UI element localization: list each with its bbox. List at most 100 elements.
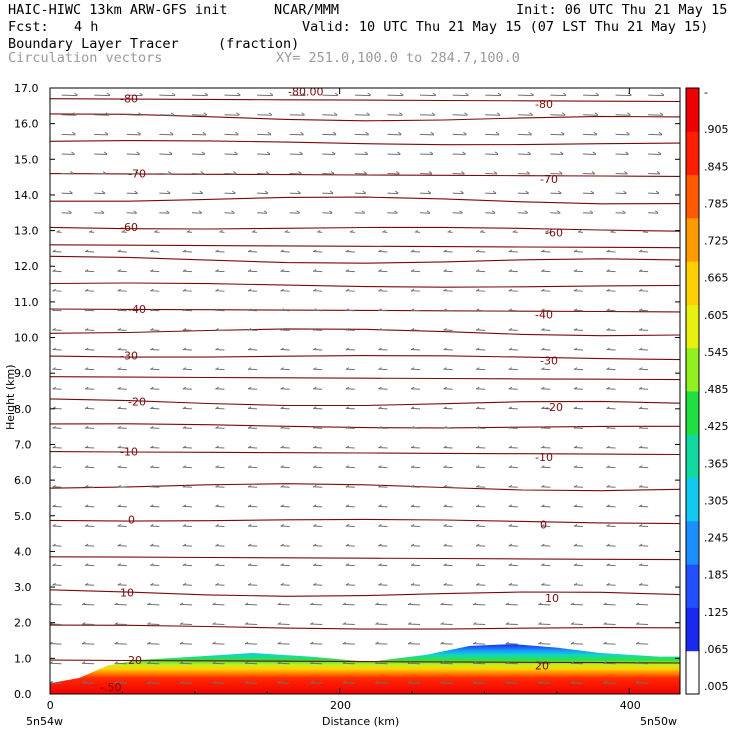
vector-head [657, 151, 662, 155]
vector-head [104, 131, 109, 135]
vector-head [638, 484, 643, 488]
vector-arrow [117, 563, 127, 567]
vector-head [179, 622, 184, 625]
vector-head [179, 680, 184, 684]
vector-shaft [420, 114, 435, 116]
vector-arrow [257, 131, 272, 136]
vector-shaft [550, 192, 562, 195]
vector-arrow [378, 288, 388, 292]
vector-head [635, 661, 640, 665]
vector-arrow [277, 622, 290, 625]
vector-arrow [117, 367, 127, 371]
vector-arrow [443, 288, 453, 292]
vector-arrow [247, 347, 258, 351]
vector-shaft [582, 114, 598, 116]
vector-arrow [215, 269, 225, 273]
vector-arrow [443, 445, 453, 449]
vector-arrow [638, 445, 649, 449]
colorbar-label: .425 [704, 420, 729, 433]
vector-arrow [312, 406, 323, 410]
vector-arrow [407, 622, 421, 625]
vector-arrow [541, 504, 551, 508]
vector-head [84, 347, 89, 351]
vector-head [200, 171, 205, 174]
vector-arrow [410, 386, 421, 390]
vector-head [573, 249, 578, 253]
vector-head [101, 190, 106, 194]
vector-head [378, 308, 382, 312]
vector-head [68, 210, 72, 214]
vector-head [606, 426, 610, 429]
vector-arrow [186, 229, 192, 233]
colorbar-segment [686, 347, 699, 392]
vector-head [427, 190, 432, 194]
vector-head [394, 210, 398, 214]
vector-head [541, 386, 545, 390]
vector-head [590, 190, 595, 194]
vector-arrow [257, 92, 274, 97]
vector-arrow [117, 524, 127, 527]
vector-arrow [541, 308, 551, 312]
vector-arrow [280, 582, 290, 586]
vector-arrow [635, 622, 649, 625]
vector-arrow [378, 543, 388, 547]
vector-arrow [159, 171, 172, 175]
vector-arrow [387, 210, 398, 214]
vector-arrow [289, 190, 301, 195]
vector-arrow [191, 112, 208, 116]
vector-shaft [212, 662, 225, 665]
vector-head [309, 622, 314, 625]
colorbar-segment [686, 434, 699, 479]
vector-head [215, 269, 219, 272]
vector-head [212, 680, 216, 684]
vector-arrow [84, 406, 95, 410]
vector-arrow [573, 347, 583, 351]
vector-arrow [508, 543, 518, 547]
vector-arrow [150, 524, 160, 527]
vector-shaft [550, 133, 565, 136]
vector-arrow [150, 249, 160, 253]
vector-arrow [452, 112, 468, 116]
vector-head [410, 367, 415, 371]
vector-shaft [245, 682, 258, 684]
vector-head [638, 445, 643, 449]
vector-head [591, 171, 596, 174]
vector-arrow [648, 171, 661, 175]
vector-head [247, 249, 252, 253]
colorbar-label: .125 [704, 606, 729, 619]
y-tick-label: 9.0 [14, 367, 32, 380]
vector-arrow [257, 190, 269, 195]
vector-shaft [191, 212, 202, 214]
vector-head [573, 465, 578, 469]
vector-arrow [378, 249, 388, 253]
vector-head [410, 347, 415, 351]
vector-head [642, 229, 647, 233]
vector-shaft [452, 94, 469, 97]
vector-shaft [375, 623, 388, 625]
vector-head [150, 386, 154, 390]
vector-head [570, 622, 575, 625]
vector-arrow [52, 308, 62, 312]
contour-label-right: -80 [535, 98, 553, 111]
colorbar-label: - [704, 86, 708, 99]
vector-arrow [117, 269, 127, 273]
vector-head [463, 131, 467, 135]
vector-head [301, 112, 305, 116]
vector-shaft [636, 623, 649, 625]
vector-arrow [179, 661, 192, 665]
vector-head [462, 151, 466, 155]
vector-head [495, 131, 500, 135]
contour-label-surface: -.50 [100, 681, 121, 694]
vector-head [277, 622, 281, 625]
vector-head [573, 504, 578, 508]
vector-head [505, 680, 510, 684]
vector-shaft [485, 212, 496, 214]
vector-arrow [312, 426, 323, 429]
vector-head [573, 269, 578, 272]
vector-head [302, 92, 306, 96]
x-corner-left: 5n54w [26, 715, 63, 728]
vector-arrow [84, 367, 95, 371]
vector-arrow [159, 112, 175, 116]
vector-head [638, 406, 643, 410]
